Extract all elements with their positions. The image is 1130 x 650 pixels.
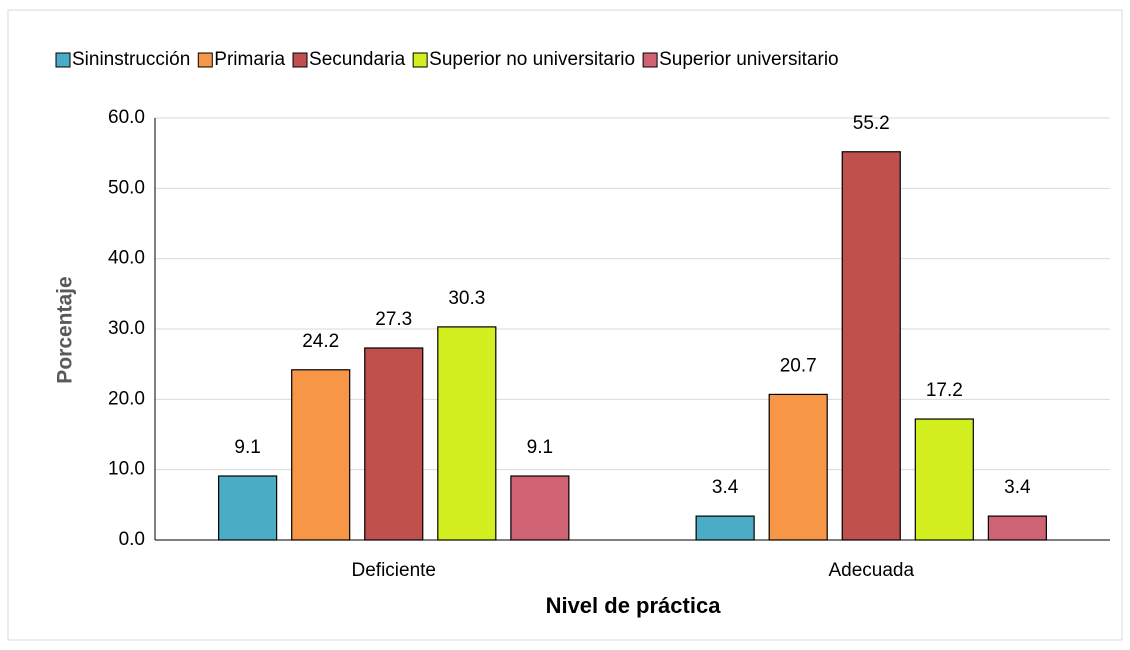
bar (987, 515, 1047, 541)
chart-border (7, 9, 1123, 641)
legend-swatch (292, 52, 308, 68)
bar (841, 151, 901, 541)
bar (695, 515, 755, 541)
bar (768, 393, 828, 541)
bar (510, 475, 570, 541)
data-label: 9.1 (234, 437, 260, 458)
data-label: 9.1 (527, 437, 553, 458)
bar (291, 369, 351, 541)
y-tick-label: 50.0 (108, 177, 145, 198)
legend-label: Secundaria (309, 49, 406, 70)
bar (364, 347, 424, 541)
bar (437, 326, 497, 541)
x-tick-label: Adecuada (828, 560, 914, 581)
legend-swatch (55, 52, 71, 68)
x-tick-label: Deficiente (352, 560, 437, 581)
y-tick-label: 30.0 (108, 318, 145, 339)
y-tick-label: 20.0 (108, 388, 145, 409)
y-tick-label: 40.0 (108, 248, 145, 269)
data-label: 17.2 (926, 380, 963, 401)
x-axis-title: Nivel de práctica (546, 593, 722, 618)
data-label: 27.3 (375, 309, 412, 330)
legend-label: Sininstrucción (72, 49, 190, 70)
data-label: 3.4 (712, 477, 739, 498)
legend-swatch (642, 52, 658, 68)
data-label: 24.2 (302, 331, 339, 352)
legend-label: Superior no universitario (429, 49, 635, 70)
data-label: 30.3 (448, 288, 485, 309)
y-axis-title: Porcentaje (54, 276, 77, 383)
legend-swatch (197, 52, 213, 68)
y-tick-label: 60.0 (108, 107, 145, 128)
legend-swatch (412, 52, 428, 68)
y-tick-label: 0.0 (119, 529, 145, 550)
data-label: 3.4 (1004, 477, 1031, 498)
bar (218, 475, 278, 541)
legend-label: Primaria (214, 49, 285, 70)
legend-label: Superior universitario (659, 49, 839, 70)
bar (914, 418, 974, 541)
y-tick-label: 10.0 (108, 459, 145, 480)
data-label: 20.7 (780, 355, 817, 376)
data-label: 55.2 (853, 113, 890, 134)
